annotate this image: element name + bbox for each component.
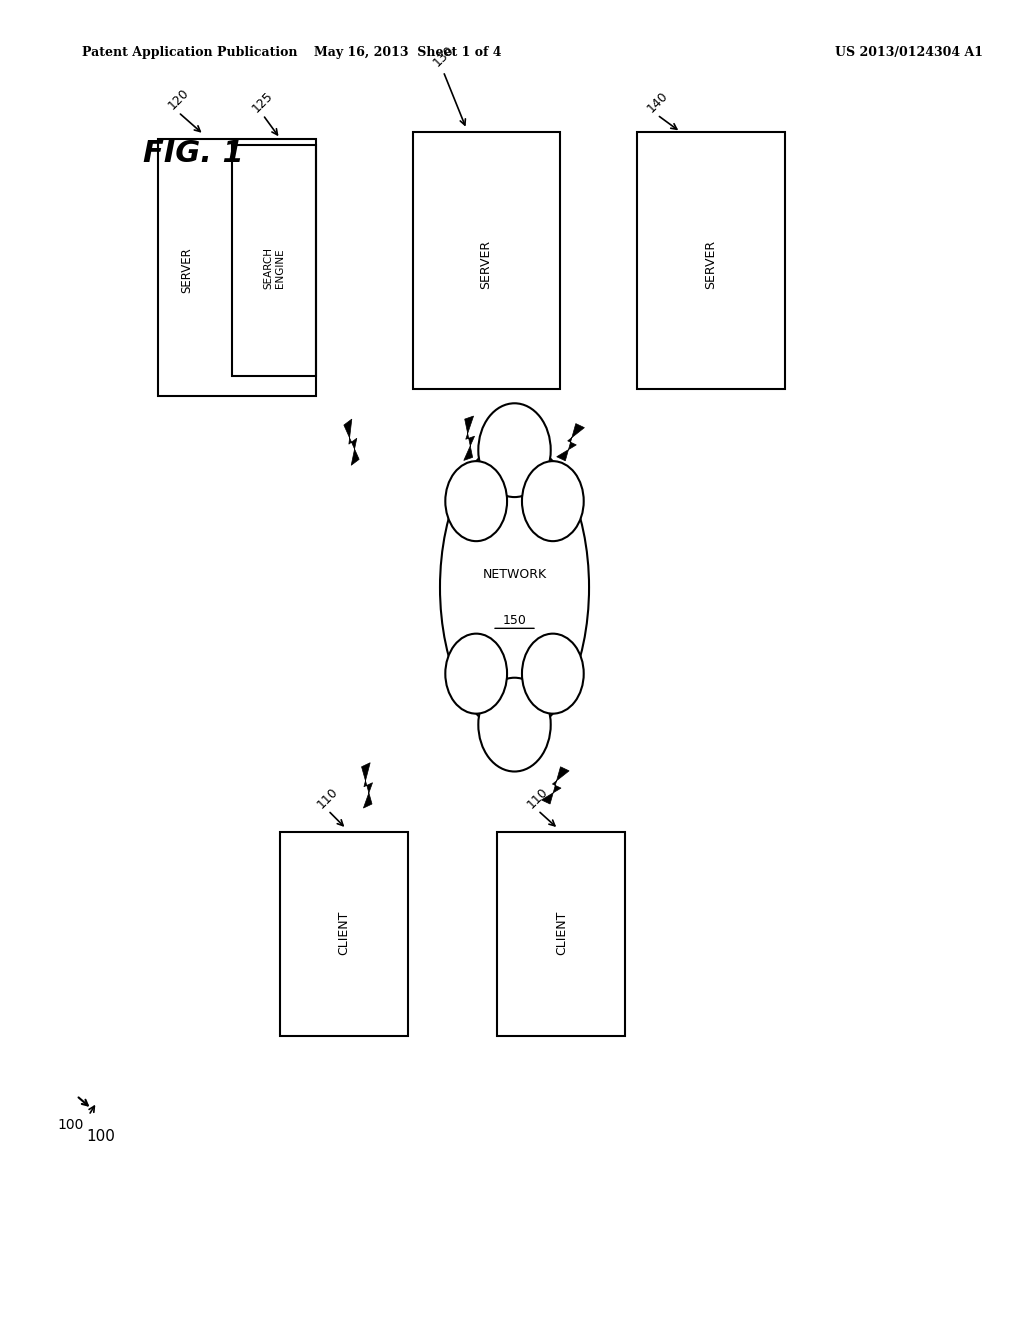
Circle shape (522, 634, 584, 714)
Polygon shape (361, 763, 373, 808)
Text: 125: 125 (250, 90, 275, 115)
Bar (413, 132, 560, 389)
Text: CLIENT: CLIENT (555, 911, 568, 956)
Polygon shape (464, 416, 474, 461)
Text: NETWORK: NETWORK (482, 568, 547, 581)
Text: SEARCH
ENGINE: SEARCH ENGINE (263, 247, 285, 289)
Polygon shape (542, 767, 569, 804)
Circle shape (445, 461, 507, 541)
Text: Patent Application Publication: Patent Application Publication (82, 46, 297, 59)
Bar (158, 139, 315, 396)
Circle shape (478, 677, 551, 771)
Text: CLIENT: CLIENT (337, 911, 350, 956)
Circle shape (522, 461, 584, 541)
Bar (498, 832, 625, 1036)
Text: SERVER: SERVER (180, 248, 193, 293)
Text: SERVER: SERVER (703, 239, 717, 289)
Text: 120: 120 (165, 87, 191, 112)
Text: FIG. 1: FIG. 1 (142, 139, 244, 168)
Text: SERVER: SERVER (479, 239, 493, 289)
Circle shape (445, 634, 507, 714)
Polygon shape (344, 420, 359, 465)
Text: 130: 130 (430, 44, 456, 69)
Text: 110: 110 (315, 785, 341, 810)
Circle shape (478, 404, 551, 498)
Bar (281, 832, 408, 1036)
Text: 140: 140 (644, 90, 670, 115)
Text: 150: 150 (503, 614, 526, 627)
Bar (637, 132, 784, 389)
Text: 110: 110 (525, 785, 551, 810)
Text: 100: 100 (57, 1118, 84, 1131)
Text: May 16, 2013  Sheet 1 of 4: May 16, 2013 Sheet 1 of 4 (313, 46, 502, 59)
Text: 100: 100 (87, 1129, 116, 1143)
Polygon shape (557, 424, 585, 461)
Bar (232, 145, 315, 376)
Text: US 2013/0124304 A1: US 2013/0124304 A1 (836, 46, 983, 59)
